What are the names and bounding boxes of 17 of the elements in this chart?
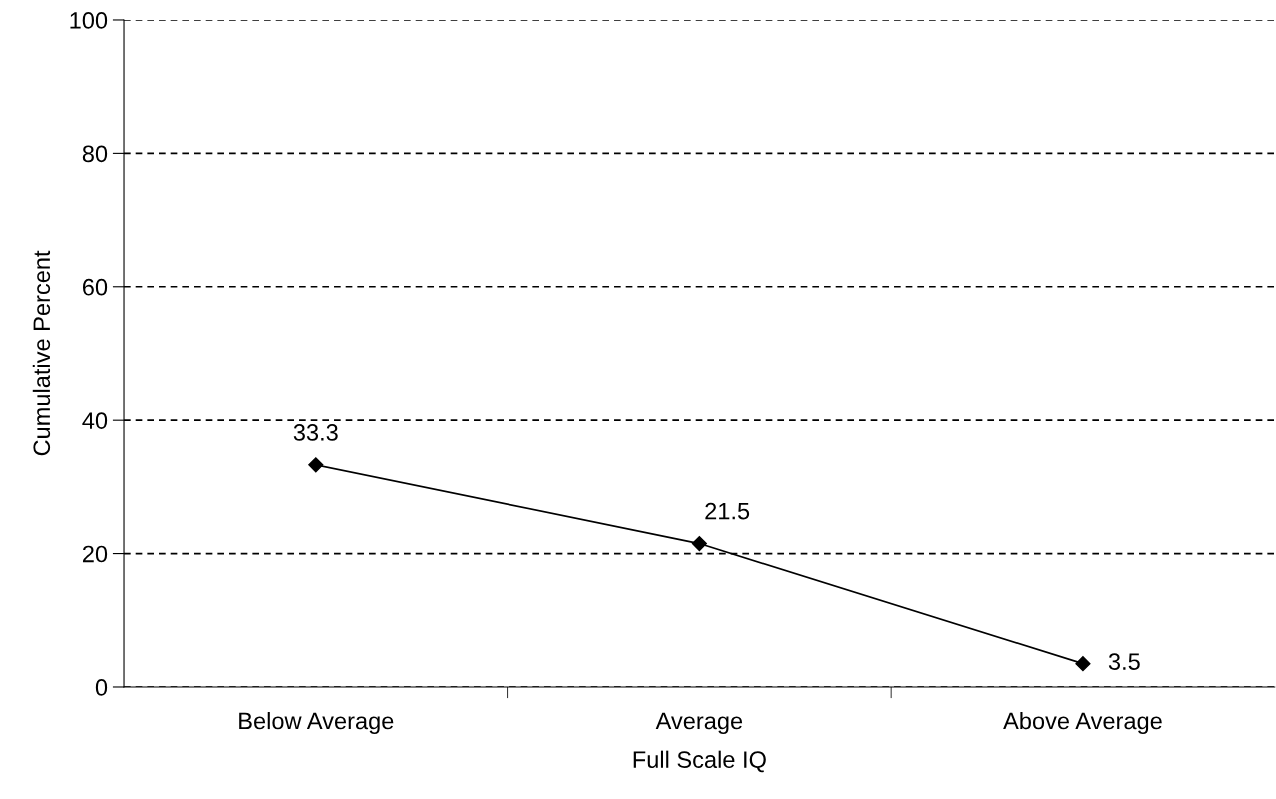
x-tick-label: Above Average bbox=[1003, 711, 1162, 734]
point bbox=[691, 536, 707, 552]
data-label: 33.3 bbox=[293, 424, 338, 441]
point bbox=[1075, 656, 1091, 672]
point bbox=[308, 457, 324, 473]
x-tick-label: Average bbox=[655, 712, 743, 734]
y-tick-label: 100 bbox=[70, 12, 108, 29]
data-label: 21.5 bbox=[705, 502, 750, 520]
y-tick-label: 20 bbox=[82, 545, 108, 563]
x-tick-label: Below Average bbox=[239, 711, 394, 734]
y-axis-title: Cumulative Percent bbox=[32, 250, 51, 456]
y-tick-label: 0 bbox=[95, 679, 108, 696]
x-axis-title: Full Scale IQ bbox=[633, 750, 766, 773]
data-label: 3.5 bbox=[1108, 653, 1140, 670]
y-tick-label: 40 bbox=[82, 412, 108, 429]
y-tick-label: 80 bbox=[82, 145, 108, 163]
y-tick-label: 60 bbox=[82, 278, 108, 296]
